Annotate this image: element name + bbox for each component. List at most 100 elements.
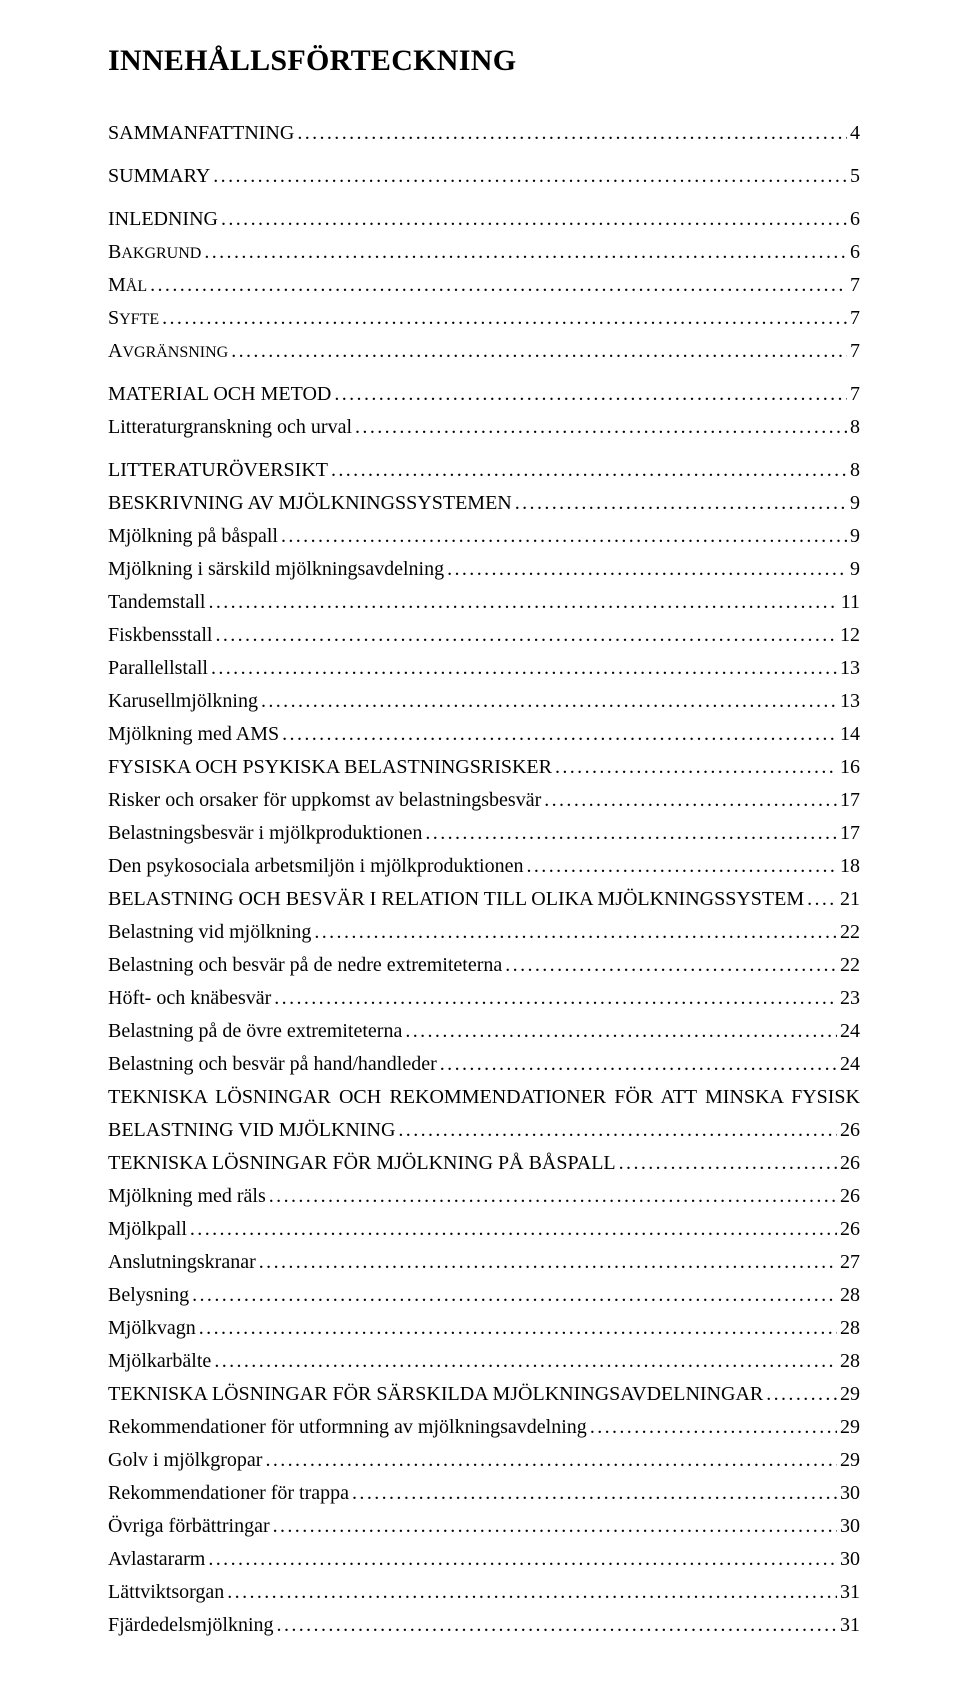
toc-page-number: 17: [840, 818, 860, 849]
toc-label: MÅL: [108, 270, 147, 301]
toc-page-number: 31: [840, 1577, 860, 1608]
toc-leader: [505, 950, 837, 981]
toc-page-number: 22: [840, 917, 860, 948]
toc-page-number: 8: [850, 412, 860, 443]
toc-leader: [221, 204, 847, 235]
toc-label: TEKNISKA LÖSNINGAR FÖR MJÖLKNING PÅ BÅSP…: [108, 1148, 616, 1179]
toc-entry: Belastningsbesvär i mjölkproduktionen 17: [108, 818, 860, 849]
toc-entry: FYSISKA OCH PSYKISKA BELASTNINGSRISKER16: [108, 752, 860, 783]
toc-leader: [807, 884, 837, 915]
toc-entry: Tandemstall11: [108, 587, 860, 618]
toc-label: SUMMARY: [108, 161, 210, 192]
toc-label: Mjölkpall: [108, 1214, 187, 1245]
toc-entry: BAKGRUND6: [108, 237, 860, 268]
toc-entry: Mjölkarbälte28: [108, 1346, 860, 1377]
toc-leader: [208, 1544, 837, 1575]
toc-page-number: 26: [840, 1115, 860, 1146]
toc-page-number: 22: [840, 950, 860, 981]
toc-entry: Belastning på de övre extremiteterna24: [108, 1016, 860, 1047]
toc-entry: Avlastararm30: [108, 1544, 860, 1575]
toc-page-number: 21: [840, 884, 860, 915]
toc-leader: [515, 488, 847, 519]
toc-label: Avlastararm: [108, 1544, 205, 1575]
toc-entry: Belastning och besvär på de nedre extrem…: [108, 950, 860, 981]
toc-leader: [273, 1511, 837, 1542]
toc-leader: [527, 851, 838, 882]
toc-page-number: 24: [840, 1016, 860, 1047]
toc-page-number: 26: [840, 1214, 860, 1245]
toc-leader: [211, 653, 837, 684]
toc-label: LITTERATURÖVERSIKT: [108, 455, 328, 486]
toc-label: Mjölkning med räls: [108, 1181, 266, 1212]
toc-leader: [619, 1148, 837, 1179]
toc-label: Fjärdedelsmjölkning: [108, 1610, 274, 1641]
toc-page-number: 28: [840, 1346, 860, 1377]
toc-leader: [204, 237, 847, 268]
toc-page-number: 30: [840, 1511, 860, 1542]
toc-entry: Rekommendationer för trappa30: [108, 1478, 860, 1509]
toc-entry: Övriga förbättringar 30: [108, 1511, 860, 1542]
toc-leader: [208, 587, 837, 618]
toc-label: BAKGRUND: [108, 237, 201, 268]
toc-entry: SUMMARY 5: [108, 161, 860, 192]
toc-entry: Belysning28: [108, 1280, 860, 1311]
toc-label: Risker och orsaker för uppkomst av belas…: [108, 785, 541, 816]
toc-leader: [274, 983, 837, 1014]
toc-leader: [405, 1016, 837, 1047]
toc-leader: [447, 554, 847, 585]
toc-entry: BESKRIVNING AV MJÖLKNINGSSYSTEMEN9: [108, 488, 860, 519]
toc-leader: [213, 161, 847, 192]
toc-entry: Mjölkning på båspall9: [108, 521, 860, 552]
toc-label: MATERIAL OCH METOD: [108, 379, 331, 410]
toc-leader: [297, 118, 847, 149]
toc-label: Mjölkning på båspall: [108, 521, 278, 552]
toc-entry: TEKNISKA LÖSNINGAR FÖR SÄRSKILDA MJÖLKNI…: [108, 1379, 860, 1410]
toc-leader: [281, 521, 847, 552]
toc-label: TEKNISKA LÖSNINGAR OCH REKOMMENDATIONER …: [108, 1082, 860, 1113]
toc-page-number: 29: [840, 1445, 860, 1476]
toc-leader: [440, 1049, 837, 1080]
toc-label: Tandemstall: [108, 587, 205, 618]
toc-page-number: 18: [840, 851, 860, 882]
toc-label: FYSISKA OCH PSYKISKA BELASTNINGSRISKER: [108, 752, 552, 783]
toc-label: INLEDNING: [108, 204, 218, 235]
toc-entry: MATERIAL OCH METOD7: [108, 379, 860, 410]
toc-entry: Anslutningskranar27: [108, 1247, 860, 1278]
toc-entry: SAMMANFATTNING4: [108, 118, 860, 149]
toc-page-number: 26: [840, 1181, 860, 1212]
toc-leader: [259, 1247, 837, 1278]
toc-entry: MÅL7: [108, 270, 860, 301]
toc-entry: Golv i mjölkgropar29: [108, 1445, 860, 1476]
toc-page-number: 13: [840, 686, 860, 717]
toc-page-number: 4: [850, 118, 860, 149]
toc-label: BELASTNING VID MJÖLKNING: [108, 1115, 395, 1146]
toc-label: Mjölkning i särskild mjölkningsavdelning: [108, 554, 444, 585]
toc-label: Belastningsbesvär i mjölkproduktionen: [108, 818, 422, 849]
toc-entry: TEKNISKA LÖSNINGAR FÖR MJÖLKNING PÅ BÅSP…: [108, 1148, 860, 1179]
toc-page-number: 6: [850, 204, 860, 235]
toc-entry: Litteraturgranskning och urval8: [108, 412, 860, 443]
toc-leader: [331, 455, 847, 486]
toc-label: Höft- och knäbesvär: [108, 983, 271, 1014]
toc-label: Parallellstall: [108, 653, 208, 684]
toc-label: BESKRIVNING AV MJÖLKNINGSSYSTEMEN: [108, 488, 512, 519]
toc-leader: [282, 719, 837, 750]
toc-page-number: 5: [850, 161, 860, 192]
toc-leader: [150, 270, 847, 301]
toc-entry: Karusellmjölkning13: [108, 686, 860, 717]
toc-entry: TEKNISKA LÖSNINGAR OCH REKOMMENDATIONER …: [108, 1082, 860, 1113]
toc-entry: Den psykosociala arbetsmiljön i mjölkpro…: [108, 851, 860, 882]
toc-page-number: 7: [850, 303, 860, 334]
toc-leader: [214, 1346, 837, 1377]
toc-entry: Mjölkvagn28: [108, 1313, 860, 1344]
toc-page-number: 17: [840, 785, 860, 816]
toc-leader: [590, 1412, 837, 1443]
toc-label: Övriga förbättringar: [108, 1511, 270, 1542]
toc-entry: Fiskbensstall12: [108, 620, 860, 651]
toc-page-number: 7: [850, 336, 860, 367]
toc-page-number: 24: [840, 1049, 860, 1080]
toc-entry: Mjölkning med räls 26: [108, 1181, 860, 1212]
toc-entry: INLEDNING 6: [108, 204, 860, 235]
toc-page-number: 23: [840, 983, 860, 1014]
toc-leader: [199, 1313, 837, 1344]
